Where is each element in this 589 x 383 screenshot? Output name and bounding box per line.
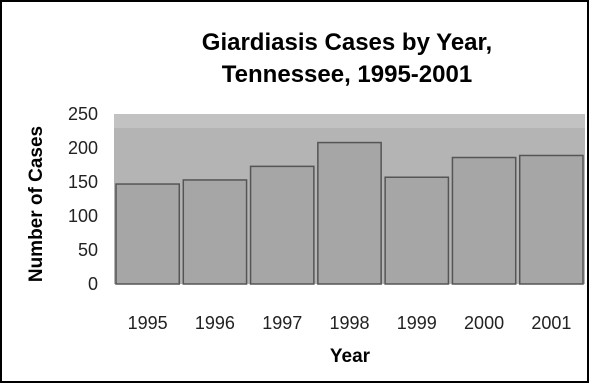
x-tick-label-1997: 1997 [262, 313, 302, 333]
y-tick-label-150: 150 [68, 172, 98, 192]
y-tick-labels: 0 50 100 150 200 250 [68, 104, 98, 294]
x-tick-label-2001: 2001 [531, 313, 571, 333]
x-tick-label-2000: 2000 [464, 313, 504, 333]
bar-1996 [183, 180, 246, 284]
bar-1998 [318, 143, 381, 284]
x-tick-label-1996: 1996 [195, 313, 235, 333]
y-tick-label-250: 250 [68, 104, 98, 124]
x-tick-label-1998: 1998 [329, 313, 369, 333]
y-tick-label-0: 0 [88, 274, 98, 294]
bar-2000 [452, 158, 515, 284]
y-axis-label: Number of Cases [26, 126, 47, 282]
bar-1999 [385, 177, 448, 284]
x-tick-label-1995: 1995 [128, 313, 168, 333]
y-tick-label-200: 200 [68, 138, 98, 158]
chart-subtitle: Tennessee, 1995-2001 [222, 61, 472, 88]
x-tick-labels: 1995 1996 1997 1998 1999 2000 2001 [128, 313, 572, 333]
bar-2001 [520, 155, 583, 284]
bar-1997 [251, 166, 314, 284]
x-tick-label-1999: 1999 [397, 313, 437, 333]
x-axis-label: Year [330, 346, 371, 367]
chart-title: Giardiasis Cases by Year, [202, 29, 492, 56]
y-tick-label-50: 50 [78, 240, 98, 260]
y-tick-label-100: 100 [68, 206, 98, 226]
bar-1995 [116, 184, 179, 284]
